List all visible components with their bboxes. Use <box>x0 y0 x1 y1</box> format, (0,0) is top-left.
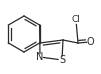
Text: Cl: Cl <box>72 15 80 24</box>
Text: S: S <box>59 55 65 65</box>
Text: N: N <box>36 52 44 62</box>
Text: O: O <box>86 37 94 47</box>
